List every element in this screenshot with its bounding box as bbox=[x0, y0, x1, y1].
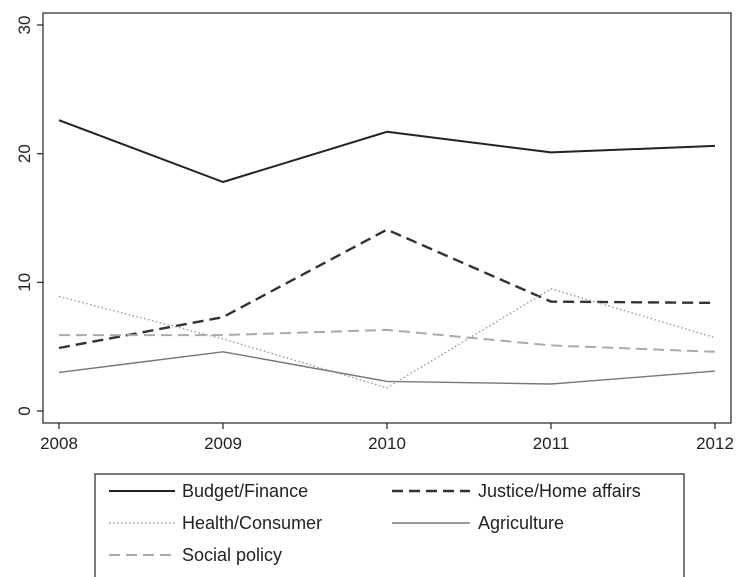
series-line-health-consumer bbox=[58, 288, 716, 389]
legend-label: Budget/Finance bbox=[182, 481, 308, 501]
y-tick-label: 30 bbox=[15, 16, 34, 35]
x-tick-label: 2008 bbox=[40, 434, 78, 453]
legend-label: Justice/Home affairs bbox=[478, 481, 641, 501]
legend-label: Health/Consumer bbox=[182, 513, 322, 533]
x-tick-label: 2010 bbox=[368, 434, 406, 453]
series-line-justice-home-affairs bbox=[58, 228, 716, 350]
legend-label: Social policy bbox=[182, 545, 282, 565]
y-tick-label: 0 bbox=[15, 406, 34, 415]
legend: Budget/Finance Justice/Home affairs Health… bbox=[94, 473, 685, 577]
legend-box bbox=[94, 473, 685, 577]
x-tick-label: 2009 bbox=[204, 434, 242, 453]
series-line-budget-finance bbox=[58, 119, 716, 183]
series-line-agriculture bbox=[58, 351, 716, 385]
axes: 0 10 20 30 2008 2009 2010 2011 2012 bbox=[15, 12, 734, 453]
series-layer bbox=[58, 119, 716, 389]
y-tick-label: 10 bbox=[15, 273, 34, 292]
series-line-social-policy bbox=[59, 328, 716, 353]
x-tick-label: 2012 bbox=[696, 434, 734, 453]
legend-label: Agriculture bbox=[478, 513, 564, 533]
x-tick-label: 2011 bbox=[533, 434, 570, 453]
y-tick-label: 20 bbox=[15, 144, 34, 163]
